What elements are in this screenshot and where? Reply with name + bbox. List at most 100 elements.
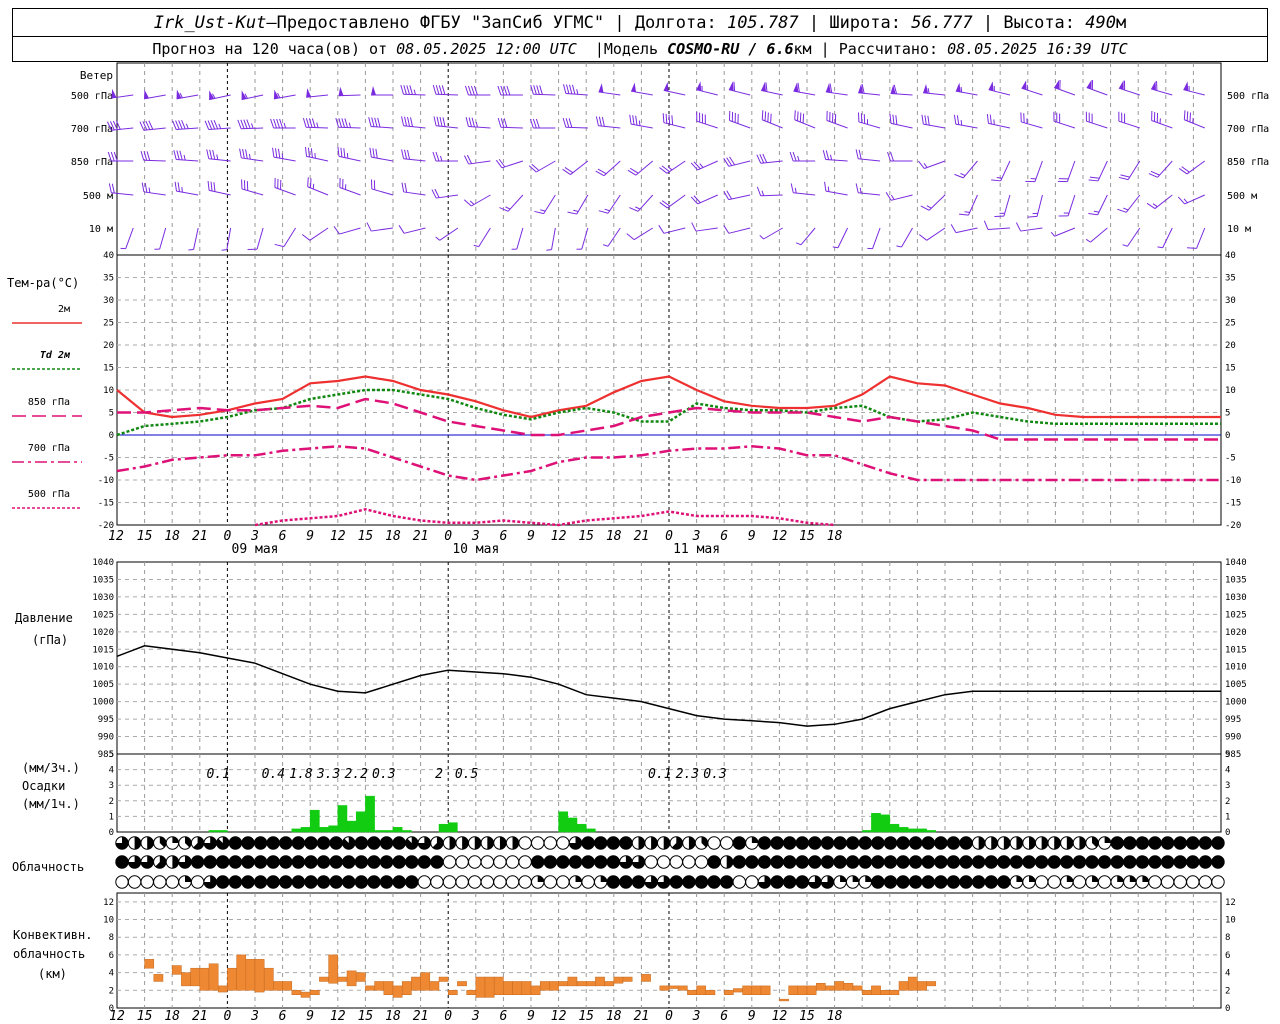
- barb-flag: [371, 117, 375, 127]
- wind-barb: [1025, 160, 1043, 183]
- barb-flag: [1053, 111, 1055, 122]
- barb-flag: [789, 151, 794, 162]
- cloud-fill: [896, 836, 910, 850]
- cloud-symbol: [505, 875, 520, 889]
- barb-flag: [1124, 113, 1126, 124]
- wind-barb: [1053, 111, 1076, 129]
- barb-staff: [478, 227, 491, 247]
- cloud-fill: [1016, 836, 1023, 850]
- y-tick-label: 1005: [1225, 680, 1247, 690]
- x-tick-label: 18: [827, 1009, 843, 1024]
- x-tick-label: 15: [358, 1009, 374, 1024]
- barb-flag: [272, 147, 275, 158]
- barb-staff: [633, 227, 654, 241]
- barb-staff: [1157, 160, 1173, 178]
- precip-bar: [401, 830, 412, 833]
- wind-barb: [188, 227, 199, 251]
- y-tick-label: 1020: [92, 628, 114, 638]
- barb-flag: [529, 118, 534, 129]
- barb-half: [250, 123, 254, 129]
- wind-barb: [206, 149, 231, 162]
- barb-flag: [1085, 111, 1087, 122]
- cloud-symbol: [228, 875, 243, 889]
- barb-flag: [1148, 173, 1158, 178]
- barb-flag: [179, 150, 183, 161]
- convective-bar: [861, 990, 872, 995]
- barb-staff: [901, 227, 913, 248]
- convective-bar: [291, 990, 302, 995]
- barb-flag: [181, 119, 186, 130]
- barb-staff: [1097, 194, 1108, 215]
- x-tick-label: 12: [551, 529, 567, 544]
- barb-staff: [858, 192, 881, 196]
- wind-barb: [1157, 227, 1173, 249]
- barb-flag: [1177, 196, 1186, 205]
- cloud-fill: [367, 855, 381, 869]
- wind-barb: [120, 227, 134, 250]
- y-tick-label: 8: [109, 933, 114, 943]
- cloud-circle: [493, 875, 507, 889]
- y-tick-label: 10: [1225, 916, 1236, 926]
- cloud-symbol: [379, 855, 394, 869]
- wind-level-label: 500 м: [1227, 191, 1257, 202]
- cloud-fill: [304, 855, 318, 869]
- wind-barb: [959, 194, 978, 216]
- cloud-fill: [796, 855, 809, 869]
- wind-barb: [274, 227, 297, 248]
- cloud-fill: [663, 836, 670, 850]
- cloud-symbol: [594, 875, 608, 889]
- y-tick-label: 2: [1225, 986, 1230, 996]
- cloud-fill: [1136, 855, 1149, 869]
- precip-bar: [208, 830, 219, 833]
- barb-staff: [728, 160, 751, 167]
- barb-flag: [471, 117, 475, 128]
- cloud-symbol: [770, 836, 784, 850]
- cloud-fill: [1092, 875, 1099, 882]
- wind-barb: [1015, 222, 1043, 232]
- barb-flag: [563, 84, 567, 94]
- cloud-symbol: [631, 855, 646, 869]
- x-tick-label: 0: [223, 1009, 231, 1024]
- convective-bar: [254, 959, 265, 993]
- barb-flag: [370, 179, 373, 189]
- wind-barb: [629, 114, 653, 129]
- cloud-fill: [266, 836, 280, 850]
- barb-staff: [794, 119, 816, 129]
- wind-barb: [106, 120, 134, 131]
- barb-flag: [1156, 113, 1159, 123]
- wind-barb: [855, 149, 881, 162]
- x-tick-label: 21: [192, 529, 208, 544]
- barb-flag: [632, 115, 635, 125]
- wind-barb: [887, 151, 913, 162]
- wind-barb: [366, 222, 394, 232]
- barb-flag: [503, 85, 508, 96]
- cloud-symbol: [1173, 855, 1187, 869]
- cloud-fill: [1073, 855, 1086, 869]
- barb-staff: [761, 89, 783, 96]
- wind-barb: [107, 151, 134, 162]
- x-tick-label: 0: [665, 1009, 673, 1024]
- wind-barb: [463, 154, 491, 165]
- cloud-symbol: [631, 875, 646, 889]
- cloud-fill: [216, 855, 229, 869]
- cloud-symbol: [1198, 836, 1213, 850]
- convective-bar: [337, 976, 348, 982]
- barb-flag: [885, 192, 892, 201]
- x-tick-label: 12: [109, 1009, 125, 1024]
- precip-bar: [374, 830, 385, 833]
- barb-pennant: [306, 88, 312, 98]
- y-tick-label: -5: [103, 454, 114, 464]
- x-tick-label: 15: [799, 529, 815, 544]
- wind-barb: [546, 227, 556, 251]
- barb-flag: [595, 170, 605, 177]
- barb-flag: [532, 118, 537, 129]
- cloud-fill: [871, 855, 885, 869]
- barb-flag: [994, 215, 1004, 218]
- cloud-symbol: [405, 855, 419, 869]
- convective-bar: [742, 985, 753, 995]
- wind-barb: [463, 194, 491, 207]
- barb-half: [1122, 244, 1128, 247]
- barb-staff: [176, 127, 199, 131]
- y-tick-label: 2: [109, 797, 114, 807]
- wind-barb: [626, 227, 654, 241]
